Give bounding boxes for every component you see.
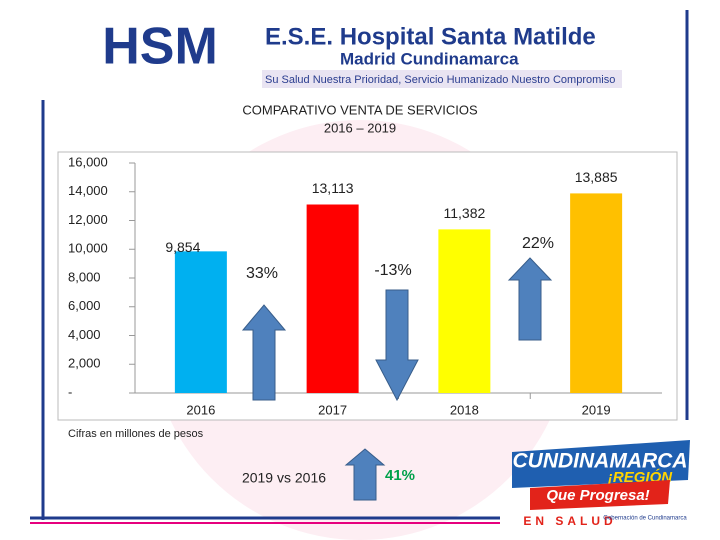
- arrow-up: [507, 257, 553, 341]
- logo: HSM: [102, 18, 218, 76]
- header-title: E.S.E. Hospital Santa Matilde: [265, 23, 596, 50]
- chart-title: COMPARATIVO VENTA DE SERVICIOS: [242, 102, 478, 117]
- value-label: 13,885: [575, 169, 618, 185]
- x-tick-label: 2019: [582, 402, 611, 417]
- logo-line: Que Progresa!: [546, 487, 649, 504]
- bar: [438, 229, 491, 393]
- header-subtitle: Madrid Cundinamarca: [340, 49, 519, 68]
- arrow-up: [344, 448, 386, 501]
- logo-name: CUNDINAMARCA: [513, 450, 688, 473]
- arrow-down: [375, 289, 419, 402]
- y-tick-label: 4,000: [68, 327, 101, 342]
- comparison: 2019 vs 2016: [242, 470, 326, 486]
- change-label: 22%: [522, 235, 554, 252]
- x-tick-label: 2016: [186, 402, 215, 417]
- change-label: -13%: [374, 262, 411, 279]
- y-tick-label: 12,000: [68, 212, 108, 227]
- header-slogan: Su Salud Nuestra Prioridad, Servicio Hum…: [265, 74, 615, 86]
- y-tick-label: 2,000: [68, 356, 101, 371]
- arrow-up: [241, 304, 287, 401]
- bar: [306, 204, 359, 393]
- y-tick-label: 8,000: [68, 269, 101, 284]
- y-tick-label: 6,000: [68, 298, 101, 313]
- bar: [570, 193, 623, 393]
- y-tick-label: 16,000: [68, 154, 108, 169]
- x-tick-label: 2018: [450, 402, 479, 417]
- note: Cifras en millones de pesos: [68, 428, 204, 440]
- value-label: 11,382: [443, 205, 485, 221]
- chart-subtitle: 2016 – 2019: [324, 120, 396, 135]
- comparison-value: 41%: [385, 467, 415, 484]
- logo-band: [530, 480, 670, 510]
- value-label: 13,113: [312, 180, 354, 196]
- logo-line: EN SALUD: [523, 514, 616, 528]
- logo-gov: Gobernación de Cundinamarca: [603, 516, 687, 522]
- y-tick-label: 14,000: [68, 183, 108, 198]
- value-label: 9,854: [165, 239, 200, 255]
- slogan-band: [262, 70, 622, 88]
- y-tick-label: -: [68, 384, 72, 399]
- x-tick-label: 2017: [318, 402, 347, 417]
- logo-band: [512, 440, 690, 488]
- y-tick-label: 10,000: [68, 241, 108, 256]
- bar: [174, 251, 227, 393]
- change-label: 33%: [246, 265, 278, 282]
